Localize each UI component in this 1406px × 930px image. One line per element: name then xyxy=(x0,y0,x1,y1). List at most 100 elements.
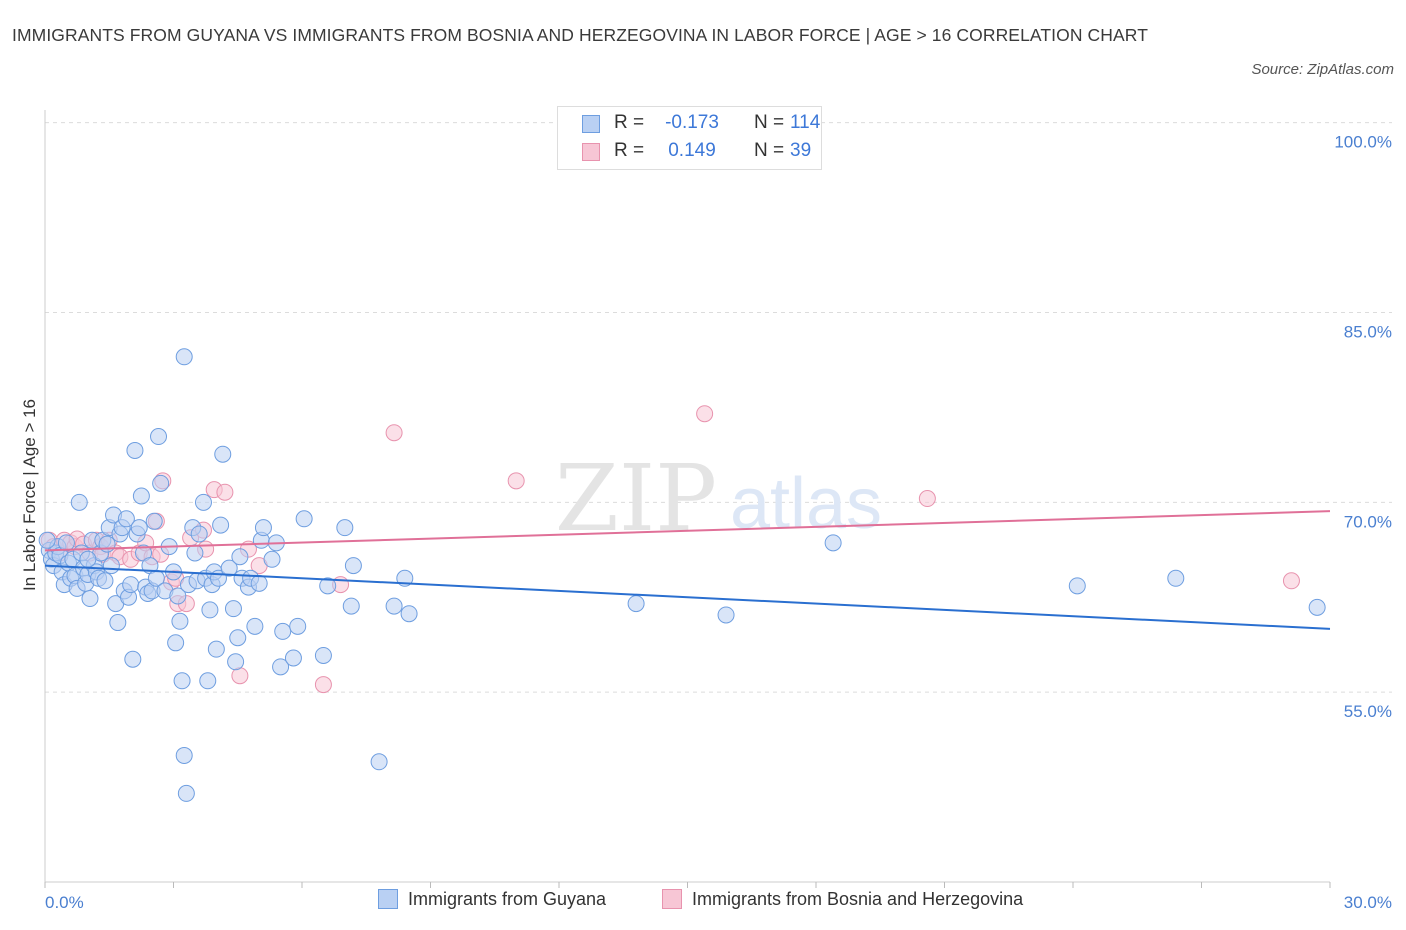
point-guyana xyxy=(102,557,120,575)
x-tick-label: 0.0% xyxy=(45,893,84,912)
legend-n-value-guyana: 114 xyxy=(790,112,821,133)
legend-r-label: R = xyxy=(614,140,645,161)
point-guyana xyxy=(627,595,645,613)
point-guyana xyxy=(227,653,245,671)
source-credit: Source: ZipAtlas.com xyxy=(1251,61,1394,78)
legend-n-label: N = xyxy=(754,112,785,133)
point-guyana xyxy=(150,428,168,446)
point-guyana xyxy=(190,525,208,543)
point-guyana xyxy=(289,617,307,635)
point-guyana xyxy=(207,640,225,658)
point-guyana xyxy=(38,531,56,549)
point-guyana xyxy=(229,629,247,647)
point-guyana xyxy=(824,534,842,552)
point-bosnia xyxy=(696,405,714,423)
y-tick-label: 70.0% xyxy=(1344,512,1392,531)
point-guyana xyxy=(177,784,195,802)
point-guyana xyxy=(152,474,170,492)
point-guyana xyxy=(1167,569,1185,587)
point-bosnia xyxy=(918,490,936,508)
point-guyana xyxy=(272,658,290,676)
x-tick-label: 30.0% xyxy=(1344,893,1392,912)
point-guyana xyxy=(96,572,114,590)
point-guyana xyxy=(79,550,97,568)
point-guyana xyxy=(132,487,150,505)
point-guyana xyxy=(173,672,191,690)
axes xyxy=(44,110,1331,888)
point-guyana xyxy=(212,516,230,534)
point-guyana xyxy=(336,519,354,537)
point-guyana xyxy=(169,587,187,605)
point-bosnia xyxy=(216,483,234,501)
point-guyana xyxy=(254,519,272,537)
point-guyana xyxy=(344,557,362,575)
point-guyana xyxy=(175,746,193,764)
point-guyana xyxy=(370,753,388,771)
point-guyana xyxy=(199,672,217,690)
legend-swatch-guyana xyxy=(582,115,600,133)
point-guyana xyxy=(717,606,735,624)
legend-n-label: N = xyxy=(754,140,785,161)
legend-r-value-bosnia: 0.149 xyxy=(668,140,716,161)
point-guyana xyxy=(145,512,163,530)
legend-n-value-bosnia: 39 xyxy=(790,140,812,161)
point-guyana xyxy=(167,634,185,652)
point-guyana xyxy=(220,559,238,577)
point-guyana xyxy=(319,577,337,595)
y-tick-label: 85.0% xyxy=(1344,322,1392,341)
trend-line-guyana xyxy=(44,564,1331,630)
y-axis-label: In Labor Force | Age > 16 xyxy=(20,399,39,591)
y-tick-label: 55.0% xyxy=(1344,702,1392,721)
y-tick-label: 100.0% xyxy=(1334,133,1392,152)
point-bosnia xyxy=(314,676,332,694)
point-bosnia xyxy=(1282,572,1300,590)
bottom-legend-label-guyana: Immigrants from Guyana xyxy=(408,889,607,909)
chart-title: IMMIGRANTS FROM GUYANA VS IMMIGRANTS FRO… xyxy=(12,25,1149,45)
point-guyana xyxy=(385,597,403,615)
point-guyana xyxy=(117,510,135,528)
legend-swatch-bosnia xyxy=(582,143,600,161)
point-guyana xyxy=(295,510,313,528)
point-guyana xyxy=(250,574,268,592)
bottom-legend-label-bosnia: Immigrants from Bosnia and Herzegovina xyxy=(692,889,1024,909)
bottom-legend-guyana: Immigrants from Guyana xyxy=(378,889,606,910)
tick-labels: 55.0% 70.0% 85.0% 100.0% 0.0% 30.0% xyxy=(45,133,1392,912)
gridlines xyxy=(45,122,1392,693)
stats-legend: R = -0.173 N = 114 R = 0.149 N = 39 xyxy=(557,106,822,170)
point-guyana xyxy=(201,601,219,619)
point-guyana xyxy=(274,622,292,640)
point-guyana xyxy=(246,617,264,635)
point-guyana xyxy=(122,576,140,594)
bottom-legend-swatch-bosnia xyxy=(662,889,682,909)
point-guyana xyxy=(400,605,418,623)
watermark-zip: ZIP xyxy=(555,445,717,552)
point-guyana xyxy=(224,600,242,618)
watermark-atlas: atlas xyxy=(730,464,882,544)
bottom-legend-swatch-guyana xyxy=(378,889,398,909)
trend-line-bosnia xyxy=(44,510,1331,552)
point-guyana xyxy=(70,493,88,511)
point-guyana xyxy=(109,614,127,632)
point-guyana xyxy=(186,544,204,562)
bottom-legend-bosnia: Immigrants from Bosnia and Herzegovina xyxy=(662,889,1023,910)
point-guyana xyxy=(1068,577,1086,595)
point-guyana xyxy=(214,445,232,463)
point-guyana xyxy=(130,519,148,537)
point-guyana xyxy=(231,548,249,566)
point-guyana xyxy=(124,650,142,668)
legend-r-label: R = xyxy=(614,112,645,133)
point-guyana xyxy=(126,441,144,459)
point-guyana xyxy=(342,597,360,615)
point-guyana xyxy=(1308,598,1326,616)
point-bosnia xyxy=(507,472,525,490)
point-guyana xyxy=(171,612,189,630)
legend-r-value-guyana: -0.173 xyxy=(665,112,719,133)
point-guyana xyxy=(314,646,332,664)
point-guyana xyxy=(57,534,75,552)
point-guyana xyxy=(194,493,212,511)
trend-lines xyxy=(44,510,1331,630)
point-bosnia xyxy=(385,424,403,442)
point-guyana xyxy=(263,550,281,568)
point-guyana xyxy=(175,348,193,366)
